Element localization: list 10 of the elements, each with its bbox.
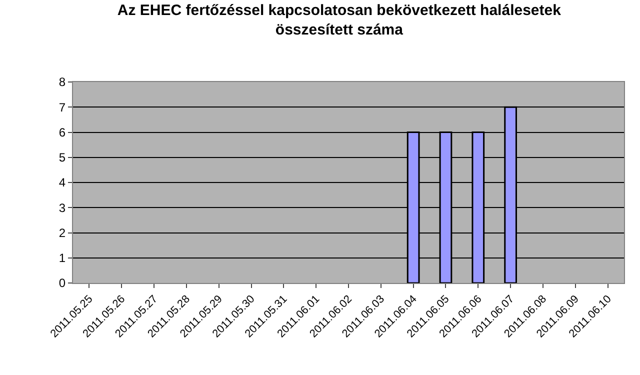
y-tick-label: 6 — [58, 125, 66, 140]
y-tick-label: 8 — [58, 75, 66, 90]
y-tick-label: 2 — [58, 226, 66, 240]
y-tick-label: 5 — [58, 150, 66, 165]
y-tick-label: 7 — [58, 100, 66, 114]
y-tick-label: 1 — [58, 251, 66, 266]
y-tick-label: 4 — [58, 176, 66, 190]
y-tick-label: 3 — [58, 200, 66, 215]
chart-title: Az EHEC fertőzéssel kapcsolatosan bekövetkezett halálesetek összesített száma — [117, 2, 562, 38]
y-tick-label: 0 — [58, 276, 66, 290]
